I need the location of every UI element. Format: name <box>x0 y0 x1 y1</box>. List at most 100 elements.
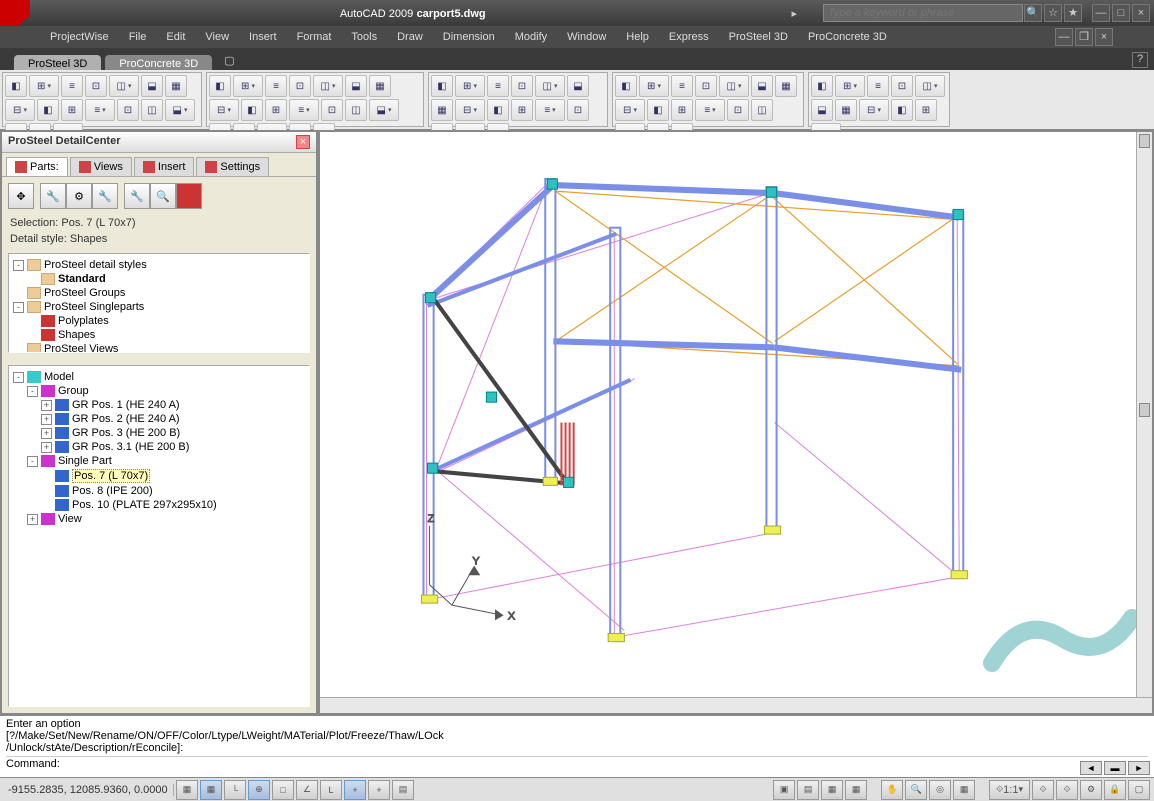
toolbar-button[interactable]: ⬓ <box>165 99 195 121</box>
doc-minimize-button[interactable]: — <box>1055 28 1073 46</box>
showmotion-button[interactable]: ▦ <box>953 780 975 800</box>
toolbar-button[interactable]: ◫ <box>535 75 565 97</box>
tree-node[interactable]: ProSteel Groups <box>13 286 305 300</box>
menu-dimension[interactable]: Dimension <box>433 29 505 45</box>
search-input[interactable] <box>823 4 1023 22</box>
menu-insert[interactable]: Insert <box>239 29 287 45</box>
toolbar-button[interactable]: ◫ <box>915 75 945 97</box>
toolbar-button[interactable]: ⊡ <box>511 75 533 97</box>
toolbar-button[interactable]: ◫ <box>313 75 343 97</box>
tree-node[interactable]: +View <box>13 512 305 526</box>
toolbar-button[interactable]: ⊞ <box>511 99 533 121</box>
toolbar-button[interactable]: ≡ <box>61 75 83 97</box>
toolbar-button[interactable]: ◧ <box>431 75 453 97</box>
toolbar-button[interactable]: ⊡ <box>695 75 717 97</box>
toolbar-button[interactable]: ⊟ <box>5 99 35 121</box>
collapse-icon[interactable]: - <box>27 386 38 397</box>
toolbar-button[interactable]: ⊡ <box>289 75 311 97</box>
toolbar-button[interactable]: ≡ <box>487 75 509 97</box>
toolbar-button[interactable]: ⊡ <box>567 99 589 121</box>
maximize-button[interactable]: □ <box>1112 4 1130 22</box>
toolbar-button[interactable]: ⊞ <box>265 99 287 121</box>
wheel-button[interactable]: ◎ <box>929 780 951 800</box>
minimize-button[interactable]: — <box>1092 4 1110 22</box>
tree-node[interactable]: Pos. 7 (L 70x7) <box>13 468 305 484</box>
toolbar-button[interactable]: ≡ <box>867 75 889 97</box>
otrack-button[interactable]: ∠ <box>296 780 318 800</box>
toolbar-button[interactable]: ⊞ <box>455 75 485 97</box>
layout-button[interactable]: ▤ <box>797 780 819 800</box>
tree-node[interactable]: +GR Pos. 3.1 (HE 200 B) <box>13 440 305 454</box>
toolbar-button[interactable]: ≡ <box>289 99 319 121</box>
expand-icon[interactable]: + <box>27 514 38 525</box>
menu-proconcrete3d[interactable]: ProConcrete 3D <box>798 29 897 45</box>
toolbar-button[interactable]: ⊟ <box>455 99 485 121</box>
dc-tool1-button[interactable]: 🔧 <box>40 183 66 209</box>
new-tab-button[interactable]: ▢ <box>216 51 242 70</box>
toolbar-button[interactable]: ⊞ <box>61 99 83 121</box>
toolbar-button[interactable]: ⊞ <box>671 99 693 121</box>
dc-tab-settings[interactable]: Settings <box>196 157 269 176</box>
dc-tab-views[interactable]: Views <box>70 157 132 176</box>
menu-window[interactable]: Window <box>557 29 616 45</box>
menu-help[interactable]: Help <box>616 29 659 45</box>
toolbar-button[interactable]: ⊞ <box>915 99 937 121</box>
toolbar-button[interactable]: ▦ <box>165 75 187 97</box>
close-button[interactable]: × <box>1132 4 1150 22</box>
toolbar-button[interactable]: ⊞ <box>29 75 59 97</box>
tree-node[interactable]: Pos. 10 (PLATE 297x295x10) <box>13 498 305 512</box>
dc-model-tree[interactable]: -Model-Group+GR Pos. 1 (HE 240 A)+GR Pos… <box>8 365 310 707</box>
toolbar-button[interactable]: ≡ <box>265 75 287 97</box>
toolbar-button[interactable]: ⊡ <box>891 75 913 97</box>
model-button[interactable]: ▣ <box>773 780 795 800</box>
dc-move-button[interactable]: ✥ <box>8 183 34 209</box>
tree-node[interactable]: -Model <box>13 370 305 384</box>
dc-red-button[interactable] <box>176 183 202 209</box>
tree-node[interactable]: -Single Part <box>13 454 305 468</box>
toolbar-button[interactable]: ◫ <box>141 99 163 121</box>
toolbar-button[interactable]: ⊡ <box>117 99 139 121</box>
toolbar-button[interactable]: ≡ <box>85 99 115 121</box>
toolbar-button[interactable]: ▦ <box>369 75 391 97</box>
osnap-button[interactable]: □ <box>272 780 294 800</box>
annoauto-button[interactable]: ⟐ <box>1056 780 1078 800</box>
menu-view[interactable]: View <box>195 29 239 45</box>
toolbar-button[interactable]: ⬓ <box>369 99 399 121</box>
collapse-icon[interactable]: - <box>13 260 24 271</box>
cmd-prompt[interactable]: Command: <box>6 756 1148 770</box>
collapse-icon[interactable]: - <box>13 302 24 313</box>
tree-node[interactable]: -ProSteel Singleparts <box>13 300 305 314</box>
dc-search-button[interactable]: 🔍 <box>150 183 176 209</box>
polar-button[interactable]: ⊕ <box>248 780 270 800</box>
doc-close-button[interactable]: × <box>1095 28 1113 46</box>
toolbar-button[interactable]: ⬓ <box>811 99 833 121</box>
menu-prosteel3d[interactable]: ProSteel 3D <box>719 29 798 45</box>
toolbar-button[interactable]: ▦ <box>775 75 797 97</box>
toolbar-button[interactable]: ⊞ <box>639 75 669 97</box>
toolbar-button[interactable]: ⊟ <box>209 99 239 121</box>
tree-node[interactable]: +GR Pos. 2 (HE 240 A) <box>13 412 305 426</box>
viewport-hscroll[interactable] <box>320 697 1152 713</box>
drawing-viewport[interactable]: X Y Z <box>319 131 1153 714</box>
lwt-button[interactable]: + <box>368 780 390 800</box>
ortho-button[interactable]: └ <box>224 780 246 800</box>
qview-button[interactable]: ▦ <box>821 780 843 800</box>
menu-format[interactable]: Format <box>287 29 342 45</box>
toolbar-button[interactable]: ◧ <box>241 99 263 121</box>
search-button[interactable]: 🔍 <box>1024 4 1042 22</box>
menu-edit[interactable]: Edit <box>156 29 195 45</box>
toolbar-button[interactable]: ▦ <box>835 99 857 121</box>
dyn-button[interactable]: + <box>344 780 366 800</box>
expand-icon[interactable]: + <box>41 428 52 439</box>
cmd-scroll-mid[interactable]: ▬ <box>1104 761 1126 775</box>
toolbar-button[interactable]: ⬓ <box>751 75 773 97</box>
expand-icon[interactable]: + <box>41 442 52 453</box>
toolbar-button[interactable]: ◧ <box>209 75 231 97</box>
menu-projectwise[interactable]: ProjectWise <box>40 29 119 45</box>
toolbar-button[interactable]: ≡ <box>695 99 725 121</box>
cmd-scroll-left[interactable]: ◄ <box>1080 761 1102 775</box>
dc-wrench-button[interactable]: 🔧 <box>124 183 150 209</box>
zoom-button[interactable]: 🔍 <box>905 780 927 800</box>
toolbar-button[interactable]: ≡ <box>671 75 693 97</box>
toolbar-button[interactable]: ⊡ <box>85 75 107 97</box>
